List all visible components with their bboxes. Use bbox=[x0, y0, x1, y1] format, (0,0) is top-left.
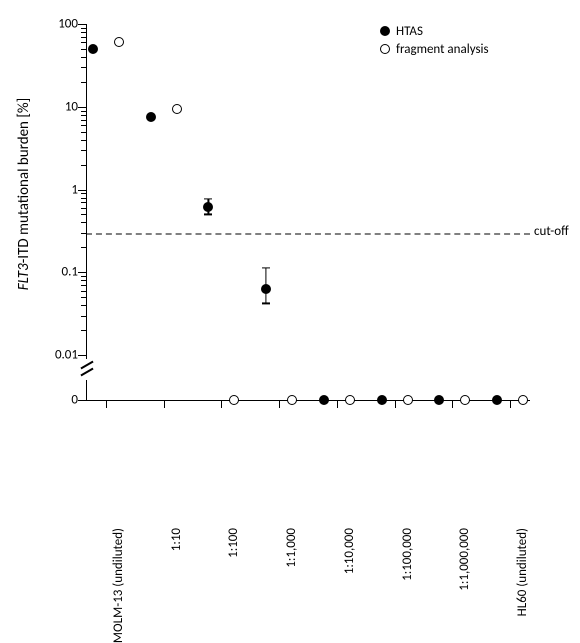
x-tick bbox=[395, 400, 396, 408]
legend-label: HTAS bbox=[396, 24, 423, 39]
y-axis-line-zero bbox=[86, 380, 87, 401]
x-tick-label: MOLM-13 (undiluted) bbox=[111, 528, 126, 643]
legend-marker-filled bbox=[380, 26, 390, 36]
x-tick bbox=[164, 400, 165, 408]
y-tick-minor bbox=[81, 165, 86, 166]
point-fragment bbox=[403, 395, 413, 405]
x-tick-label: 1:10,000 bbox=[342, 528, 357, 574]
y-tick-major bbox=[78, 107, 86, 108]
y-tick-major bbox=[78, 24, 86, 25]
point-fragment bbox=[460, 395, 470, 405]
x-tick bbox=[279, 400, 280, 408]
x-tick bbox=[106, 400, 107, 408]
y-axis-title: FLT3-ITD mutational burden [%] bbox=[15, 94, 33, 294]
y-tick-minor bbox=[81, 82, 86, 83]
legend-label: fragment analysis bbox=[396, 42, 489, 57]
y-tick-minor bbox=[81, 42, 86, 43]
cutoff-label: cut-off bbox=[534, 224, 569, 239]
point-htas bbox=[377, 395, 387, 405]
y-tick-minor bbox=[81, 111, 86, 112]
x-tick-label: 1:10 bbox=[169, 528, 184, 551]
x-tick-label: 1:1,000 bbox=[284, 528, 299, 568]
x-tick bbox=[337, 400, 338, 408]
x-tick-label: HL60 (undiluted) bbox=[515, 528, 530, 616]
y-tick-minor bbox=[81, 285, 86, 286]
y-tick-minor bbox=[81, 198, 86, 199]
point-htas bbox=[319, 395, 329, 405]
x-tick-label: 1:100,000 bbox=[400, 528, 415, 581]
y-tick-minor bbox=[81, 305, 86, 306]
point-htas bbox=[146, 112, 156, 122]
y-tick-minor bbox=[81, 57, 86, 58]
y-tick-minor bbox=[81, 132, 86, 133]
y-tick-minor bbox=[81, 140, 86, 141]
y-tick-minor bbox=[81, 49, 86, 50]
y-tick-minor bbox=[81, 291, 86, 292]
y-tick-minor bbox=[81, 330, 86, 331]
legend-item: HTAS bbox=[380, 22, 489, 40]
x-tick-label: 1:1,000,000 bbox=[457, 528, 472, 591]
point-htas bbox=[434, 395, 444, 405]
x-tick bbox=[510, 400, 511, 408]
y-tick-minor bbox=[81, 233, 86, 234]
y-tick-major bbox=[78, 355, 86, 356]
y-tick-label: 0.1 bbox=[62, 265, 78, 280]
y-tick-label: 1 bbox=[71, 182, 78, 197]
legend: HTAS fragment analysis bbox=[380, 22, 489, 58]
y-tick-minor bbox=[81, 222, 86, 223]
y-tick-minor bbox=[81, 202, 86, 203]
y-tick-minor bbox=[81, 28, 86, 29]
y-tick-label: 10 bbox=[65, 99, 78, 114]
y-tick-minor bbox=[81, 297, 86, 298]
point-htas bbox=[88, 44, 98, 54]
y-tick-label: 0.01 bbox=[55, 348, 78, 363]
y-tick-minor bbox=[81, 32, 86, 33]
y-tick-zero bbox=[78, 400, 86, 401]
point-fragment bbox=[518, 395, 528, 405]
y-tick-minor bbox=[81, 37, 86, 38]
y-tick-minor bbox=[81, 120, 86, 121]
y-tick-minor bbox=[81, 115, 86, 116]
legend-item: fragment analysis bbox=[380, 40, 489, 58]
y-tick-minor bbox=[81, 67, 86, 68]
point-fragment bbox=[229, 395, 239, 405]
error-cap bbox=[204, 214, 212, 215]
point-fragment bbox=[172, 104, 182, 114]
y-tick-label-zero: 0 bbox=[71, 393, 78, 408]
error-cap bbox=[262, 303, 270, 304]
y-tick-minor bbox=[81, 125, 86, 126]
point-fragment bbox=[287, 395, 297, 405]
y-tick-major bbox=[78, 272, 86, 273]
x-tick bbox=[221, 400, 222, 408]
chart-root: FLT3-ITD mutational burden [%] HTAS fragm… bbox=[0, 0, 580, 532]
y-tick-minor bbox=[81, 208, 86, 209]
y-axis-line-log bbox=[86, 24, 87, 359]
point-fragment bbox=[345, 395, 355, 405]
y-tick-minor bbox=[81, 316, 86, 317]
y-tick-minor bbox=[81, 150, 86, 151]
y-tick-minor bbox=[81, 214, 86, 215]
error-cap bbox=[204, 198, 212, 199]
point-fragment bbox=[114, 37, 124, 47]
y-tick-major bbox=[78, 190, 86, 191]
x-tick bbox=[452, 400, 453, 408]
y-tick-minor bbox=[81, 280, 86, 281]
y-tick-minor bbox=[81, 193, 86, 194]
point-htas bbox=[492, 395, 502, 405]
legend-marker-open bbox=[380, 44, 390, 54]
point-htas bbox=[261, 284, 271, 294]
y-tick-label: 100 bbox=[58, 17, 78, 32]
x-tick-label: 1:100 bbox=[226, 528, 241, 558]
cutoff-line bbox=[86, 233, 530, 235]
error-cap bbox=[262, 268, 270, 269]
point-htas bbox=[203, 202, 213, 212]
y-tick-minor bbox=[81, 247, 86, 248]
y-tick-minor bbox=[81, 276, 86, 277]
